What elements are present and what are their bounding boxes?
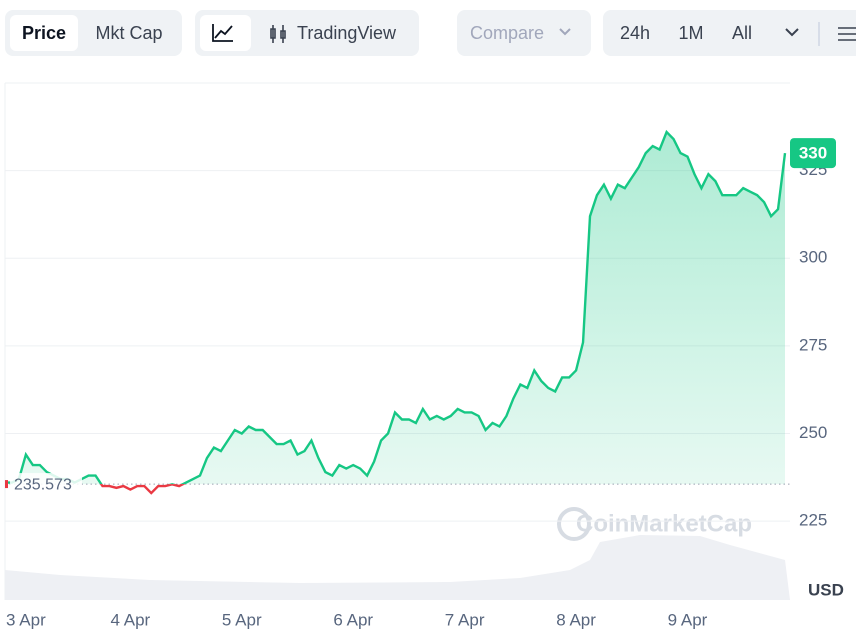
price-tab[interactable]: Price (22, 23, 66, 43)
baseline-label: 235.573 (14, 476, 72, 493)
y-tick-label: 225 (799, 511, 827, 530)
x-tick-label: 9 Apr (668, 610, 708, 629)
compare-button[interactable] (457, 10, 591, 56)
x-tick-label: 5 Apr (222, 610, 262, 629)
current-price-tag (790, 138, 836, 169)
compare-label[interactable]: Compare (470, 23, 544, 43)
x-tick-label: 8 Apr (556, 610, 596, 629)
mkt-cap-tab[interactable]: Mkt Cap (95, 23, 162, 43)
line-icon (212, 24, 233, 42)
watermark: CoinMarketCap (576, 510, 752, 537)
price-line (5, 129, 787, 485)
x-tick-label: 7 Apr (445, 610, 485, 629)
tradingview-tab[interactable]: TradingView (297, 23, 397, 43)
range-24h[interactable]: 24h (620, 23, 650, 43)
range-group (603, 10, 856, 56)
toolbar: Price Mkt Cap TradingView Compare 24h 1M… (5, 10, 856, 56)
settings-icon[interactable] (838, 27, 856, 41)
x-tick-label: 3 Apr (6, 610, 46, 629)
x-tick-label: 6 Apr (333, 610, 373, 629)
range-all[interactable]: All (732, 23, 752, 43)
x-tick-label: 4 Apr (111, 610, 151, 629)
currency: USD (808, 580, 844, 599)
price-line-below (99, 484, 186, 495)
y-tick-label: 275 (799, 335, 827, 354)
baseline-marker (5, 480, 8, 489)
current-price-label: 330 (799, 144, 827, 163)
range-chevron[interactable] (785, 28, 799, 37)
range-1m[interactable]: 1M (678, 23, 703, 43)
watermark-logo (557, 507, 591, 541)
price-button[interactable] (10, 15, 78, 51)
volume-area (5, 535, 790, 600)
candle-icon (270, 25, 286, 43)
chevron (559, 28, 571, 36)
baseline-label-bg (10, 473, 82, 496)
y-tick-label: 250 (799, 423, 827, 442)
y-tick-label: 300 (799, 248, 827, 267)
